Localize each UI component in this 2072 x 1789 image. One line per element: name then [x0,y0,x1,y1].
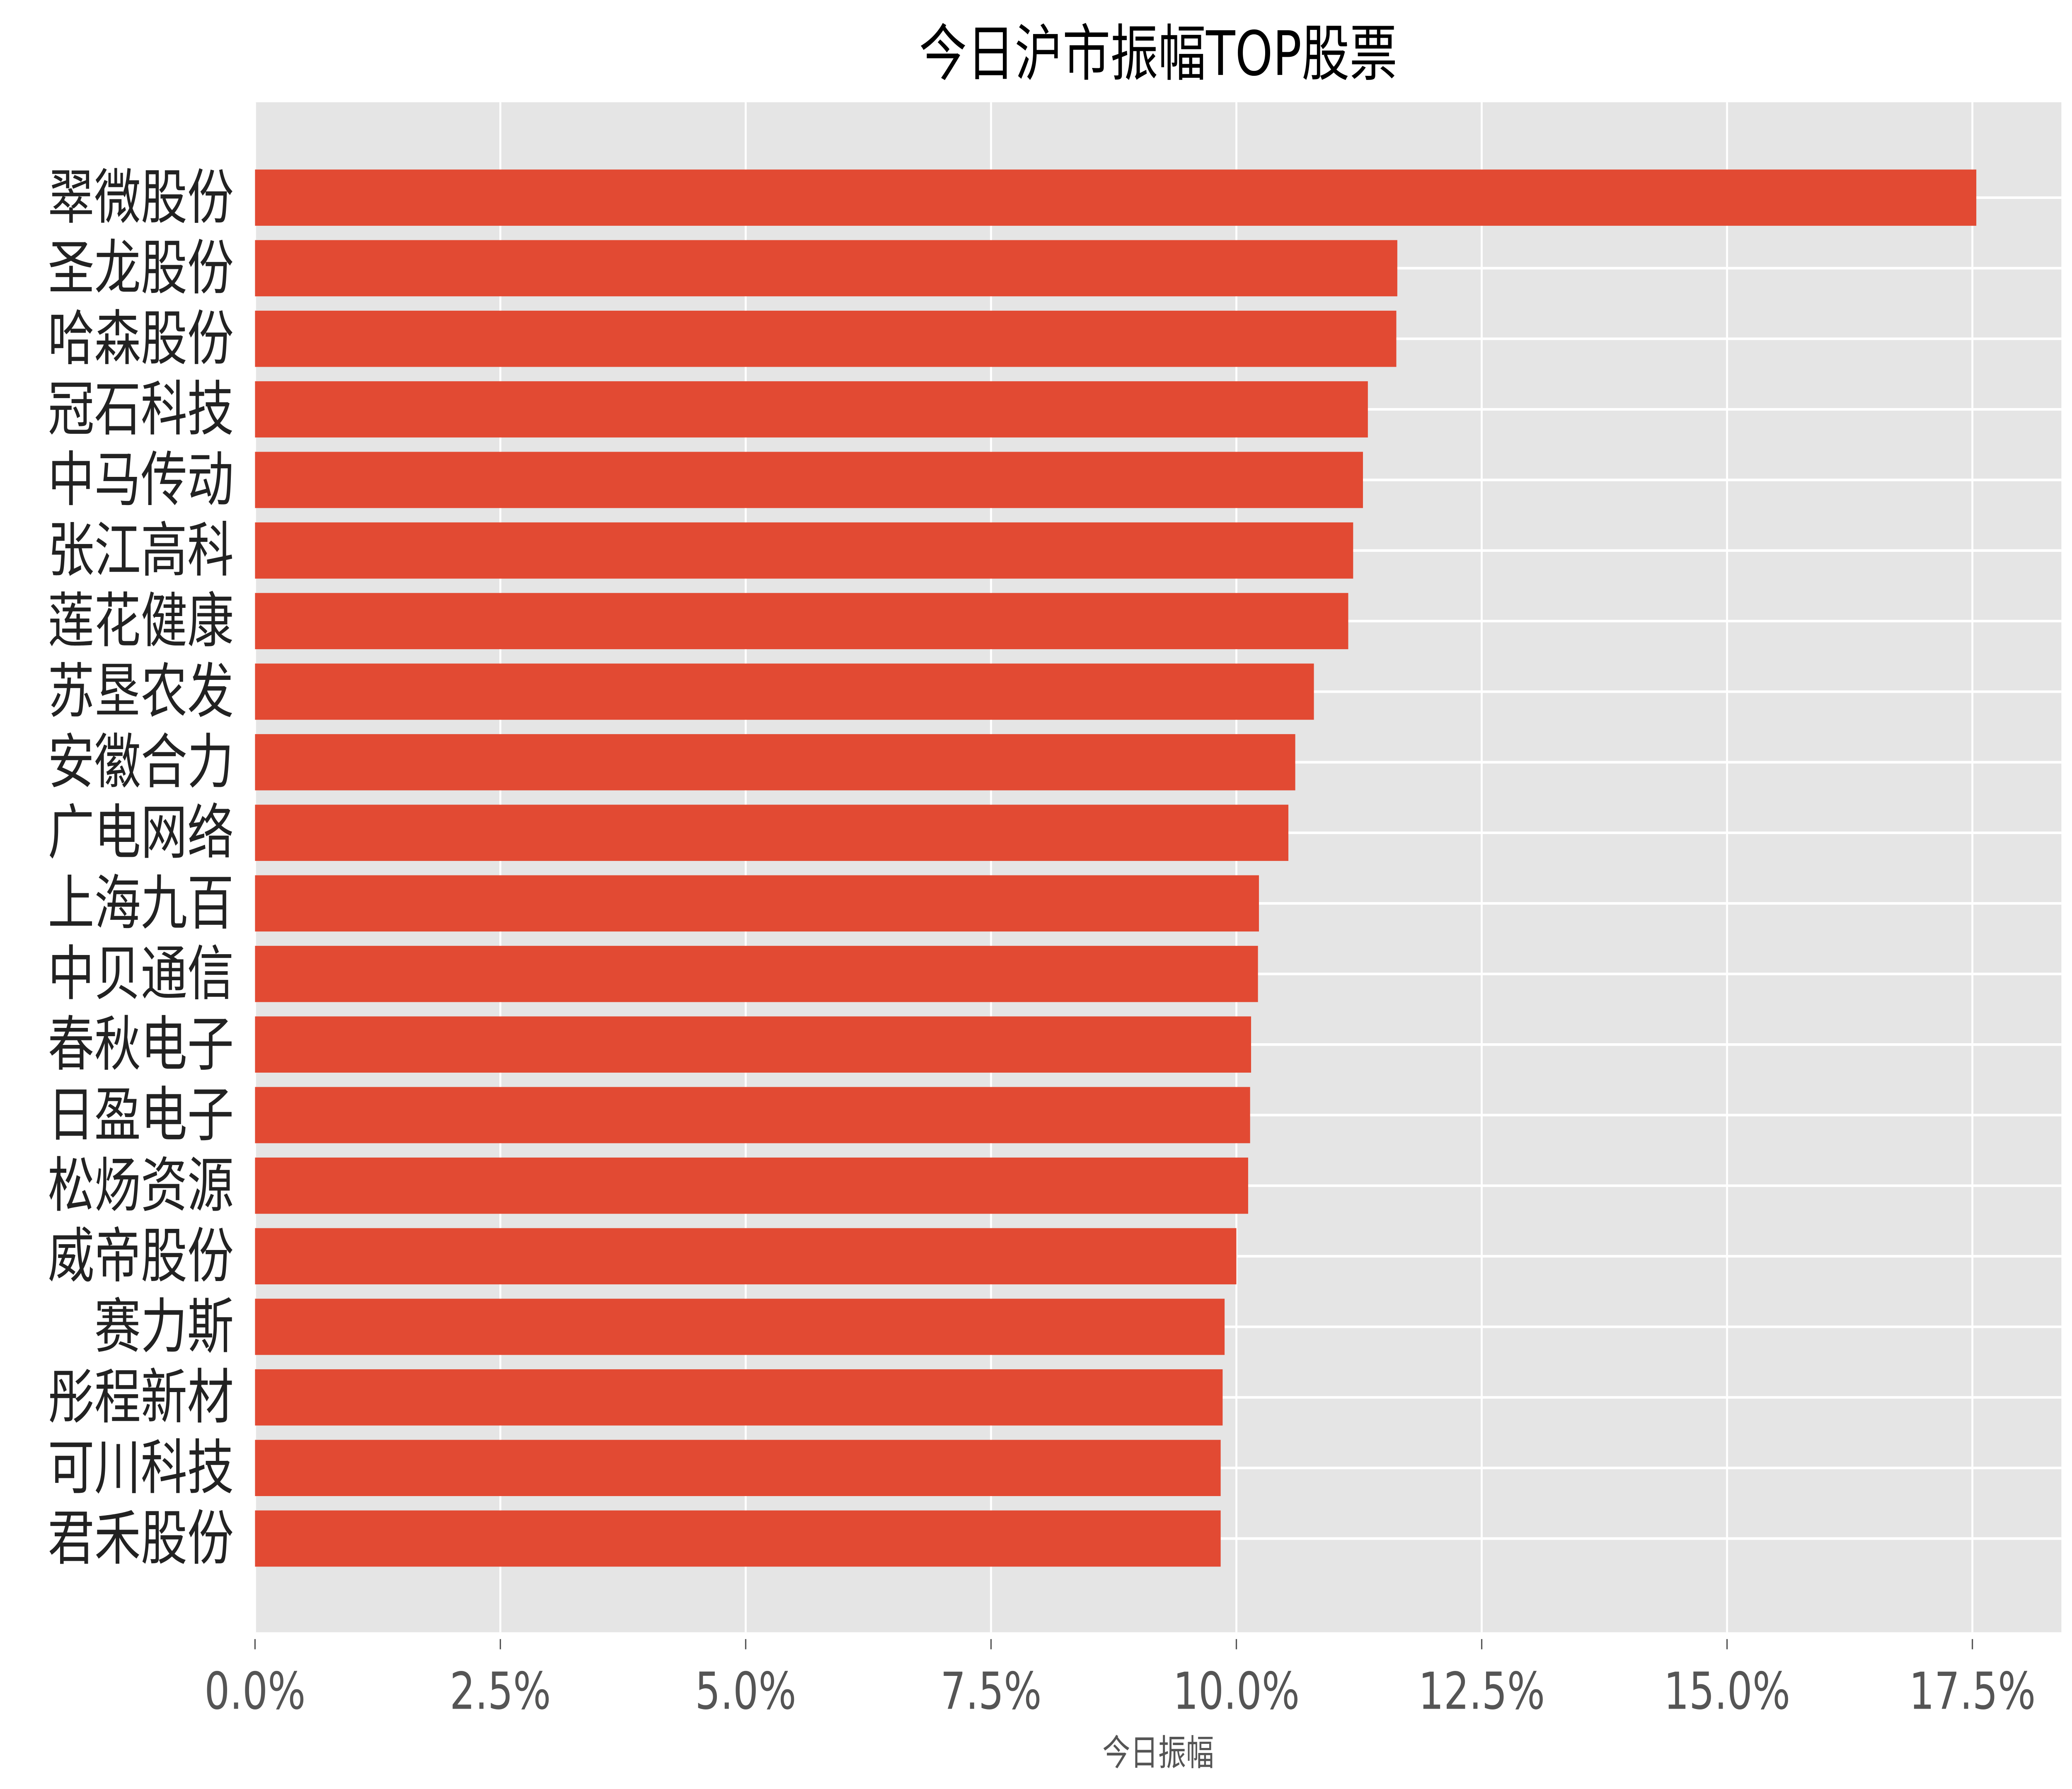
chart-title: 今日沪市振幅TOP股票 [919,19,1397,90]
y-tick-label: 春秋电子 [48,1010,234,1079]
y-tick-label: 苏垦农发 [48,657,234,726]
x-tick-label: 5.0% [695,1662,796,1721]
y-tick-label: 冠石科技 [48,375,234,444]
bar [255,1087,1250,1144]
y-tick-label: 可川科技 [48,1434,234,1503]
y-tick-label: 中贝通信 [48,939,234,1008]
y-tick-label: 莲花健康 [48,587,234,656]
y-tick-label: 张江高科 [48,516,234,585]
bar [255,452,1363,508]
bar [255,1440,1221,1496]
bar [255,663,1314,720]
bar [255,381,1368,438]
bar [255,522,1353,579]
x-tick-label: 7.5% [940,1662,1041,1721]
y-tick-label: 安徽合力 [48,728,234,797]
bar [255,1369,1223,1426]
bar [255,240,1397,297]
x-tick-label: 12.5% [1418,1662,1545,1721]
bar [255,805,1289,861]
y-tick-label: 松炀资源 [48,1151,234,1220]
bar [255,310,1397,367]
y-tick-label: 赛力斯 [94,1292,234,1361]
y-tick-label: 圣龙股份 [48,234,234,303]
bar [255,169,1977,226]
y-tick-label: 翠微股份 [48,163,234,232]
bar [255,945,1258,1002]
y-tick-label: 彤程新材 [48,1363,234,1432]
y-tick-label: 上海九百 [48,869,234,938]
bar [255,734,1295,791]
y-tick-label: 哈森股份 [48,304,234,373]
bar [255,875,1259,932]
y-tick-label: 君禾股份 [48,1504,234,1573]
y-tick-label: 广电网络 [48,798,234,868]
x-axis-label: 今日振幅 [1102,1732,1214,1774]
bar [255,1298,1225,1355]
x-tick-label: 10.0% [1173,1662,1300,1721]
bar [255,593,1348,649]
x-tick-label: 0.0% [204,1662,305,1721]
y-tick-label: 中马传动 [48,445,234,515]
x-tick-label: 2.5% [450,1662,551,1721]
bar [255,1016,1251,1073]
y-tick-label: 威帝股份 [48,1222,234,1291]
bar [255,1157,1248,1214]
x-tick-label: 15.0% [1664,1662,1790,1721]
x-tick-label: 17.5% [1909,1662,2036,1721]
y-tick-label: 日盈电子 [48,1081,234,1150]
bar [255,1228,1237,1284]
bar [255,1510,1221,1567]
